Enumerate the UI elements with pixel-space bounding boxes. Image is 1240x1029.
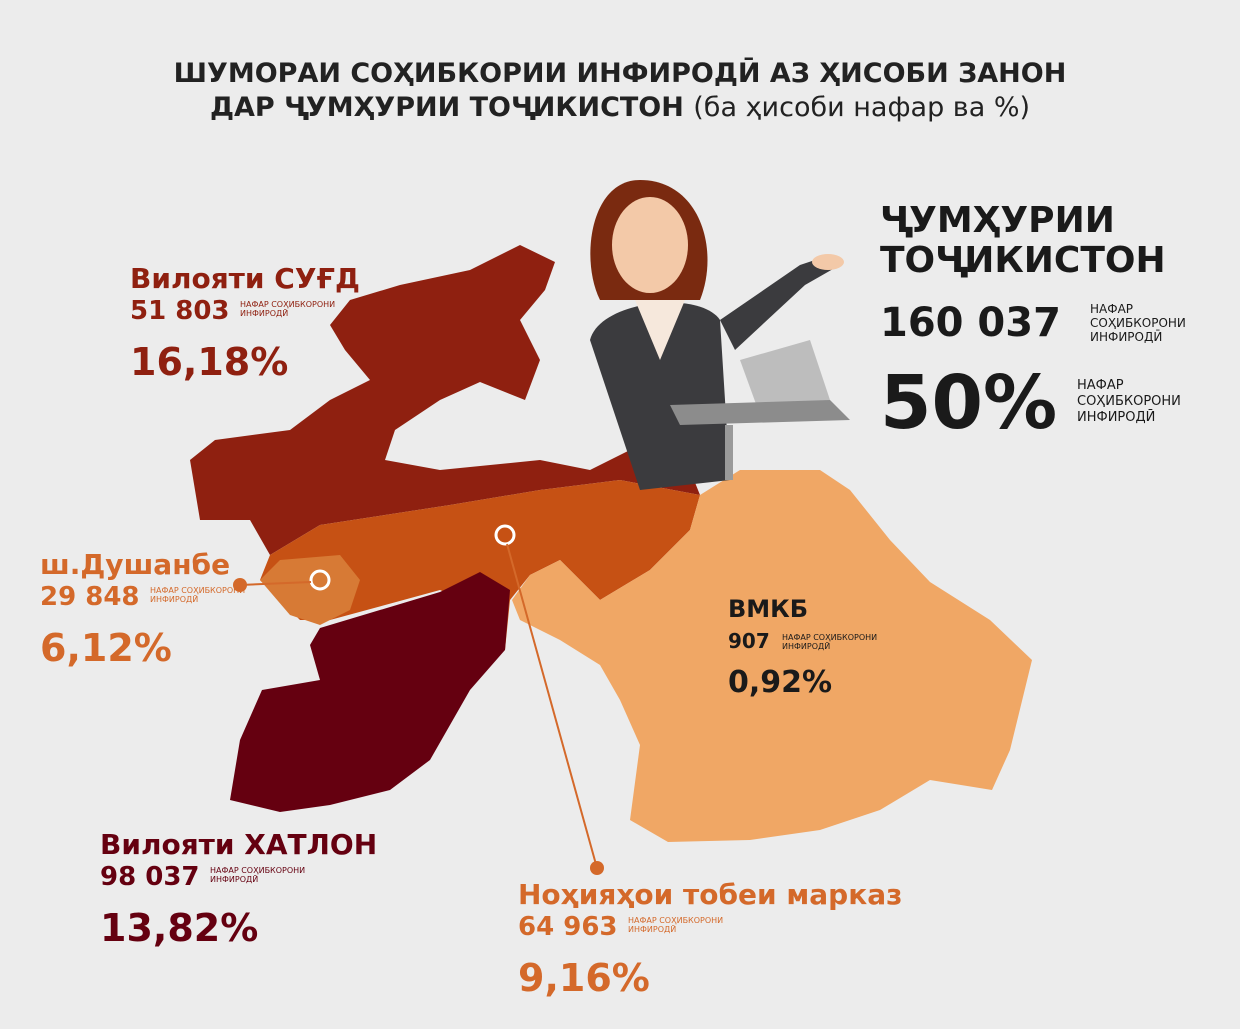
marker (309, 569, 331, 591)
region-percent: 0,92% (728, 665, 833, 700)
region-name: Ноҳияҳои тобеи марказ (518, 878, 903, 911)
leader-line (506, 543, 598, 869)
woman-illustration (590, 180, 850, 490)
total-percent: 50% (880, 360, 1058, 446)
region-count: 98 037 (100, 862, 200, 892)
total-count: 160 037 (880, 300, 1061, 346)
region-count: 64 963 (518, 912, 618, 942)
region-unit: НАФАР СОҲИБКОРОНИ ИНФИРОДӢ (628, 916, 724, 934)
title-note: (ба ҳисоби нафар ва %) (693, 92, 1031, 123)
region-unit: НАФАР СОҲИБКОРОНИ ИНФИРОДӢ (210, 866, 306, 884)
rrp-region (260, 480, 700, 650)
khatlon-region (230, 572, 510, 812)
region-unit: НАФАР СОҲИБКОРОНИ ИНФИРОДӢ (240, 300, 336, 318)
region-name: Вилояти СУҒД (130, 262, 360, 295)
leader-line (239, 581, 312, 586)
region-count: 907 (728, 629, 770, 653)
region-percent: 6,12% (40, 626, 172, 670)
title: ШУМОРАИ СОҲИБКОРИИ ИНФИРОДӢ АЗ ҲИСОБИ ЗА… (173, 58, 1067, 89)
region-count: 51 803 (130, 296, 230, 326)
total-unit: НАФАР СОҲИБКОРОНИ ИНФИРОДӢ (1090, 302, 1186, 344)
marker (494, 524, 516, 546)
region-percent: 9,16% (518, 956, 650, 1000)
gbao-region (512, 470, 1032, 842)
total-name: ҶУМҲУРИИ (880, 200, 1115, 241)
region-name: ВМКБ (728, 595, 809, 623)
region-name: Вилояти ХАТЛОН (100, 828, 378, 861)
dushanbe-region (260, 555, 360, 625)
region-percent: 13,82% (100, 906, 259, 950)
total-name: ТОҶИКИСТОН (880, 240, 1166, 281)
region-percent: 16,18% (130, 340, 289, 384)
total-unit: НАФАР СОҲИБКОРОНИ ИНФИРОДӢ (1077, 378, 1181, 425)
marker-dot (590, 861, 604, 875)
region-count: 29 848 (40, 582, 140, 612)
sughd-region (190, 245, 700, 555)
region-name: ш.Душанбе (40, 548, 231, 581)
marker-dot (233, 578, 247, 592)
region-unit: НАФАР СОҲИБКОРОНИ ИНФИРОДӢ (782, 633, 878, 651)
title: ДАР ҶУМҲУРИИ ТОҶИКИСТОН (209, 92, 684, 123)
region-unit: НАФАР СОҲИБКОРОНИ ИНФИРОДӢ (150, 586, 246, 604)
